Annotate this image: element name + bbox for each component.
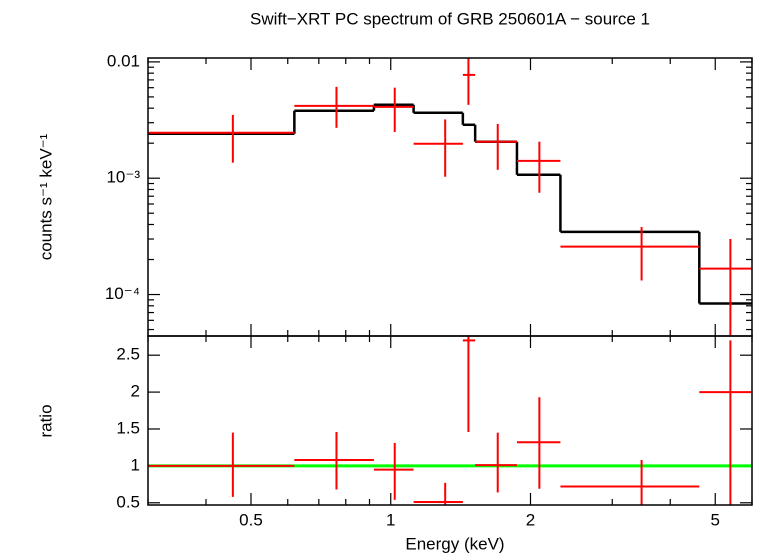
y-tick-label: 1.5 bbox=[116, 418, 140, 437]
y-tick-label: 10⁻⁴ bbox=[105, 284, 140, 303]
y-tick-label: 10⁻³ bbox=[106, 168, 140, 187]
y-tick-label: 0.01 bbox=[107, 51, 140, 70]
plot-area bbox=[148, 336, 752, 505]
y-tick-label: 0.5 bbox=[116, 492, 140, 511]
y-axis-label: counts s⁻¹ keV⁻¹ bbox=[36, 133, 55, 260]
y-tick-label: 1 bbox=[131, 455, 140, 474]
x-axis-label: Energy (keV) bbox=[405, 534, 504, 553]
x-tick-label: 5 bbox=[711, 510, 720, 529]
y-tick-label: 2 bbox=[131, 382, 140, 401]
panel-frame bbox=[147, 335, 753, 506]
x-tick-label: 2 bbox=[526, 510, 535, 529]
plot-area bbox=[148, 58, 752, 336]
y-axis-label: ratio bbox=[36, 404, 55, 437]
x-tick-label: 1 bbox=[386, 510, 395, 529]
chart-title: Swift−XRT PC spectrum of GRB 250601A − s… bbox=[250, 9, 650, 28]
x-tick-label: 0.5 bbox=[239, 510, 263, 529]
y-tick-label: 2.5 bbox=[116, 345, 140, 364]
panel-frame bbox=[147, 57, 753, 337]
